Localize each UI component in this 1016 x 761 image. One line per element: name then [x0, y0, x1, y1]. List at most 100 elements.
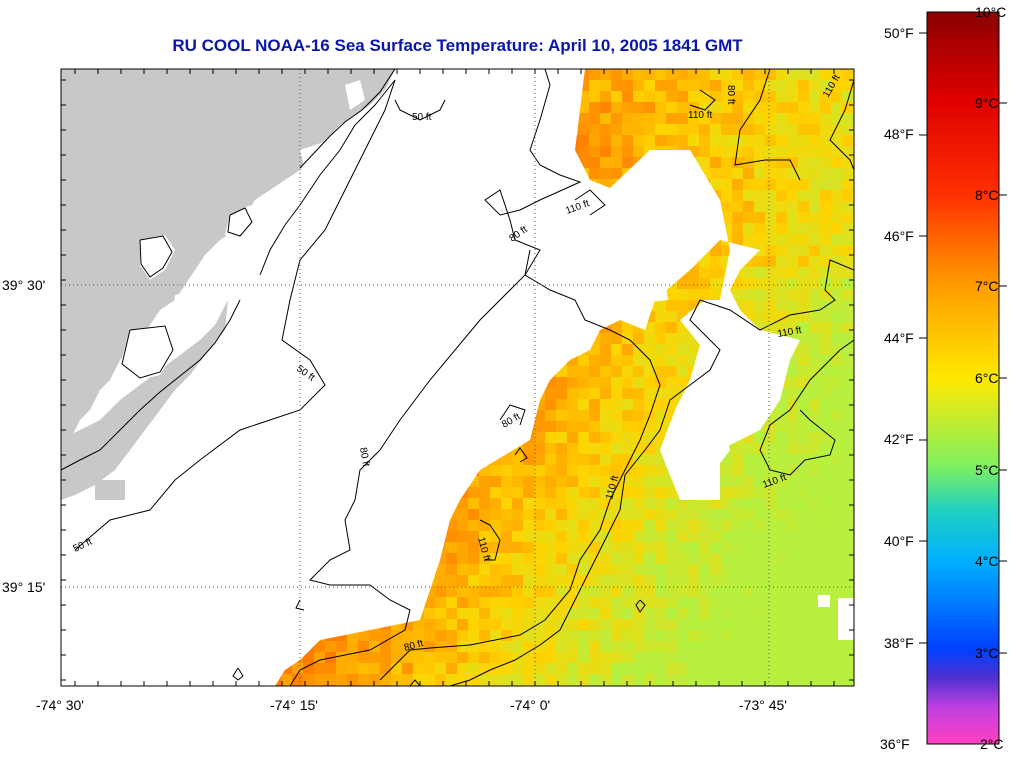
sst-pixel	[831, 113, 842, 124]
sst-pixel	[809, 300, 820, 311]
sst-pixel	[435, 586, 446, 597]
sst-pixel	[743, 124, 754, 135]
sst-pixel	[380, 630, 391, 641]
sst-pixel	[523, 586, 534, 597]
sst-pixel	[688, 498, 699, 509]
sst-pixel	[809, 509, 820, 520]
sst-pixel	[589, 476, 600, 487]
sst-pixel	[677, 388, 688, 399]
sst-pixel	[820, 190, 831, 201]
sst-pixel	[303, 674, 314, 685]
sst-pixel	[776, 564, 787, 575]
sst-pixel	[666, 399, 677, 410]
sst-pixel	[787, 223, 798, 234]
sst-pixel	[655, 608, 666, 619]
depth-label: 50 ft	[412, 112, 432, 123]
sst-pixel	[567, 630, 578, 641]
sst-pixel	[600, 531, 611, 542]
sst-pixel	[798, 157, 809, 168]
sst-pixel	[842, 520, 853, 531]
sst-pixel	[688, 355, 699, 366]
sst-pixel	[501, 487, 512, 498]
sst-pixel	[853, 531, 854, 542]
sst-pixel	[303, 663, 314, 674]
sst-pixel	[512, 685, 523, 686]
sst-pixel	[798, 234, 809, 245]
sst-pixel	[776, 223, 787, 234]
sst-pixel	[633, 487, 644, 498]
sst-pixel	[776, 300, 787, 311]
sst-pixel	[611, 685, 622, 686]
sst-pixel	[842, 366, 853, 377]
sst-pixel	[831, 355, 842, 366]
sst-pixel	[754, 179, 765, 190]
sst-pixel	[798, 311, 809, 322]
sst-pixel	[820, 663, 831, 674]
scale-label-c: 2°C	[980, 736, 1004, 752]
sst-pixel	[842, 322, 853, 333]
sst-pixel	[688, 102, 699, 113]
sst-pixel	[820, 487, 831, 498]
lon-label: -73° 45'	[739, 697, 787, 713]
sst-pixel	[545, 575, 556, 586]
sst-pixel	[776, 245, 787, 256]
sst-pixel	[666, 388, 677, 399]
sst-pixel	[600, 91, 611, 102]
sst-pixel	[732, 663, 743, 674]
sst-pixel	[523, 597, 534, 608]
sst-pixel	[622, 542, 633, 553]
sst-pixel	[534, 443, 545, 454]
sst-pixel	[666, 608, 677, 619]
sst-pixel	[853, 333, 854, 344]
sst-pixel	[501, 652, 512, 663]
scale-label-f: 38°F	[884, 635, 914, 651]
sst-pixel	[831, 685, 842, 686]
sst-pixel	[831, 91, 842, 102]
sst-pixel	[820, 289, 831, 300]
sst-pixel	[600, 663, 611, 674]
sst-pixel	[688, 278, 699, 289]
land-mass	[61, 69, 396, 500]
sst-pixel	[611, 135, 622, 146]
sst-pixel	[622, 674, 633, 685]
sst-pixel	[677, 674, 688, 685]
sst-pixel	[600, 685, 611, 686]
sst-pixel	[853, 388, 854, 399]
sst-pixel	[776, 608, 787, 619]
sst-pixel	[820, 377, 831, 388]
sst-pixel	[721, 113, 732, 124]
sst-pixel	[633, 91, 644, 102]
sst-pixel	[633, 685, 644, 686]
sst-pixel	[842, 80, 853, 91]
sst-pixel	[666, 663, 677, 674]
sst-pixel	[611, 399, 622, 410]
sst-pixel	[743, 663, 754, 674]
sst-pixel	[512, 608, 523, 619]
sst-pixel	[622, 630, 633, 641]
sst-pixel	[842, 135, 853, 146]
sst-pixel	[765, 245, 776, 256]
lon-label: -74° 30'	[36, 697, 84, 713]
sst-pixel	[391, 641, 402, 652]
sst-pixel	[688, 553, 699, 564]
sst-pixel	[413, 674, 424, 685]
sst-pixel	[600, 366, 611, 377]
sst-pixel	[655, 344, 666, 355]
sst-pixel	[512, 652, 523, 663]
sst-pixel	[710, 498, 721, 509]
sst-pixel	[622, 322, 633, 333]
sst-pixel	[567, 553, 578, 564]
sst-pixel	[479, 641, 490, 652]
sst-pixel	[435, 608, 446, 619]
sst-pixel	[776, 674, 787, 685]
sst-pixel	[809, 663, 820, 674]
sst-pixel	[798, 641, 809, 652]
sst-pixel	[820, 608, 831, 619]
sst-pixel	[688, 586, 699, 597]
sst-pixel	[831, 432, 842, 443]
sst-pixel	[369, 663, 380, 674]
sst-pixel	[820, 322, 831, 333]
sst-pixel	[677, 663, 688, 674]
sst-pixel	[787, 619, 798, 630]
sst-pixel	[611, 630, 622, 641]
